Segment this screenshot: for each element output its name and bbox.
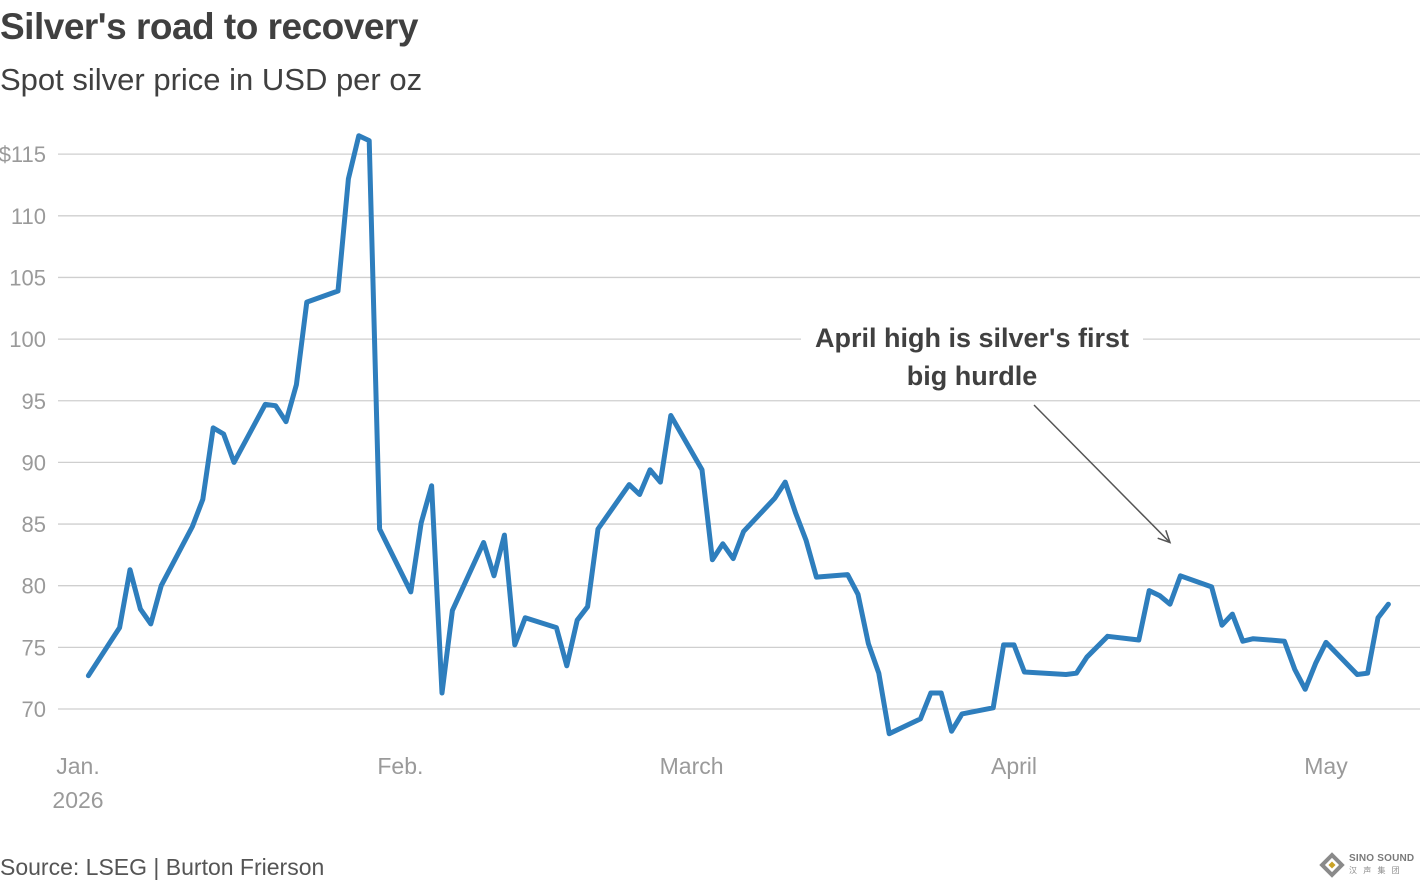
y-tick-label: 95 (22, 389, 46, 414)
sino-sound-logo: SINO SOUND 汉 声 集 团 (1319, 850, 1415, 880)
price-line (85, 133, 1391, 737)
y-tick-label: 90 (22, 450, 46, 475)
y-tick-label: 75 (22, 635, 46, 660)
y-tick-label: 105 (9, 265, 46, 290)
annotation-arrowhead (1157, 529, 1172, 544)
x-axis-ticks: Jan. 2026 Feb. March April May (52, 753, 1348, 813)
logo-brand-text: SINO SOUND (1349, 853, 1415, 864)
annotation: April high is silver's first big hurdle (801, 318, 1172, 544)
chart-subtitle: Spot silver price in USD per oz (0, 62, 423, 97)
source-note: Source: LSEG | Burton Frierson (0, 854, 325, 880)
y-tick-label: 70 (22, 697, 46, 722)
y-tick-label: $115 (0, 142, 46, 167)
y-tick-label: 110 (11, 204, 46, 229)
x-tick-label: March (660, 753, 724, 779)
annotation-line-2: big hurdle (907, 361, 1038, 391)
x-tick-label: April (991, 753, 1037, 779)
annotation-line-1: April high is silver's first (815, 323, 1129, 353)
annotation-arrow (1033, 404, 1171, 544)
logo-sub-text: 汉 声 集 团 (1349, 866, 1402, 875)
y-tick-label: 80 (22, 574, 46, 599)
y-axis-ticks: $115 110 105 100 95 90 85 80 75 70 (0, 142, 46, 722)
y-tick-label: 100 (9, 327, 46, 352)
y-tick-label: 85 (22, 512, 46, 537)
annotation-background (801, 318, 1143, 398)
gridlines (58, 153, 1420, 710)
chart-title: Silver's road to recovery (0, 6, 418, 47)
x-tick-label: Jan. (56, 753, 99, 779)
x-tick-sublabel: 2026 (52, 787, 103, 813)
x-tick-label: May (1304, 753, 1348, 779)
x-tick-label: Feb. (377, 753, 423, 779)
logo-mark-icon (1319, 852, 1345, 878)
series-layer (85, 133, 1391, 737)
